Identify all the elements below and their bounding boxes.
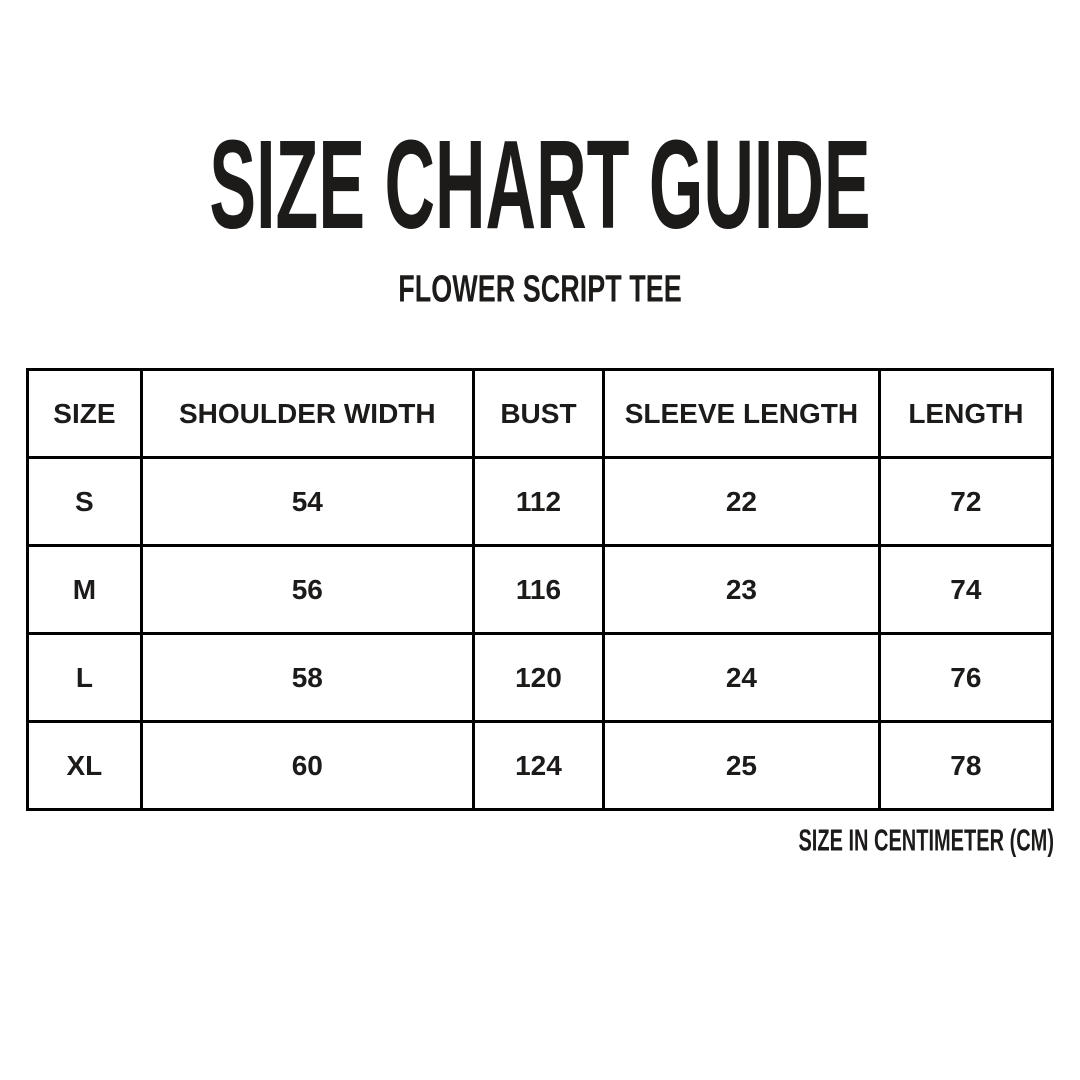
page-title: SIZE CHART GUIDE [209,114,871,256]
sleeve-length-cell: 25 [602,720,881,811]
bust-cell: 120 [471,632,606,723]
column-header-sleeve-length: SLEEVE LENGTH [602,368,881,459]
table-row-s: S 54 112 22 72 [26,456,1055,547]
column-header-size: SIZE [26,368,143,459]
shoulder-width-cell: 58 [139,632,475,723]
shoulder-width-cell: 60 [139,720,475,811]
length-cell: 76 [877,632,1055,723]
length-cell: 78 [877,720,1055,811]
sleeve-length-cell: 24 [602,632,881,723]
table-row-m: M 56 116 23 74 [26,544,1055,635]
table-row-l: L 58 120 24 76 [26,632,1055,723]
length-cell: 74 [877,544,1055,635]
size-cell: M [26,544,143,635]
table-row-xl: XL 60 124 25 78 [26,720,1055,811]
unit-note: SIZE IN CENTIMETER (CM) [798,823,1054,859]
length-cell: 72 [877,456,1055,547]
sleeve-length-cell: 22 [602,456,881,547]
shoulder-width-cell: 54 [139,456,475,547]
table-header-row: SIZE SHOULDER WIDTH BUST SLEEVE LENGTH L… [26,368,1055,459]
sleeve-length-cell: 23 [602,544,881,635]
column-header-shoulder-width: SHOULDER WIDTH [139,368,475,459]
shoulder-width-cell: 56 [139,544,475,635]
bust-cell: 112 [471,456,606,547]
column-header-bust: BUST [471,368,606,459]
size-cell: XL [26,720,143,811]
product-name: FLOWER SCRIPT TEE [398,267,682,310]
size-table: SIZE SHOULDER WIDTH BUST SLEEVE LENGTH L… [26,368,1055,811]
bust-cell: 124 [471,720,606,811]
size-cell: L [26,632,143,723]
size-cell: S [26,456,143,547]
column-header-length: LENGTH [877,368,1055,459]
bust-cell: 116 [471,544,606,635]
